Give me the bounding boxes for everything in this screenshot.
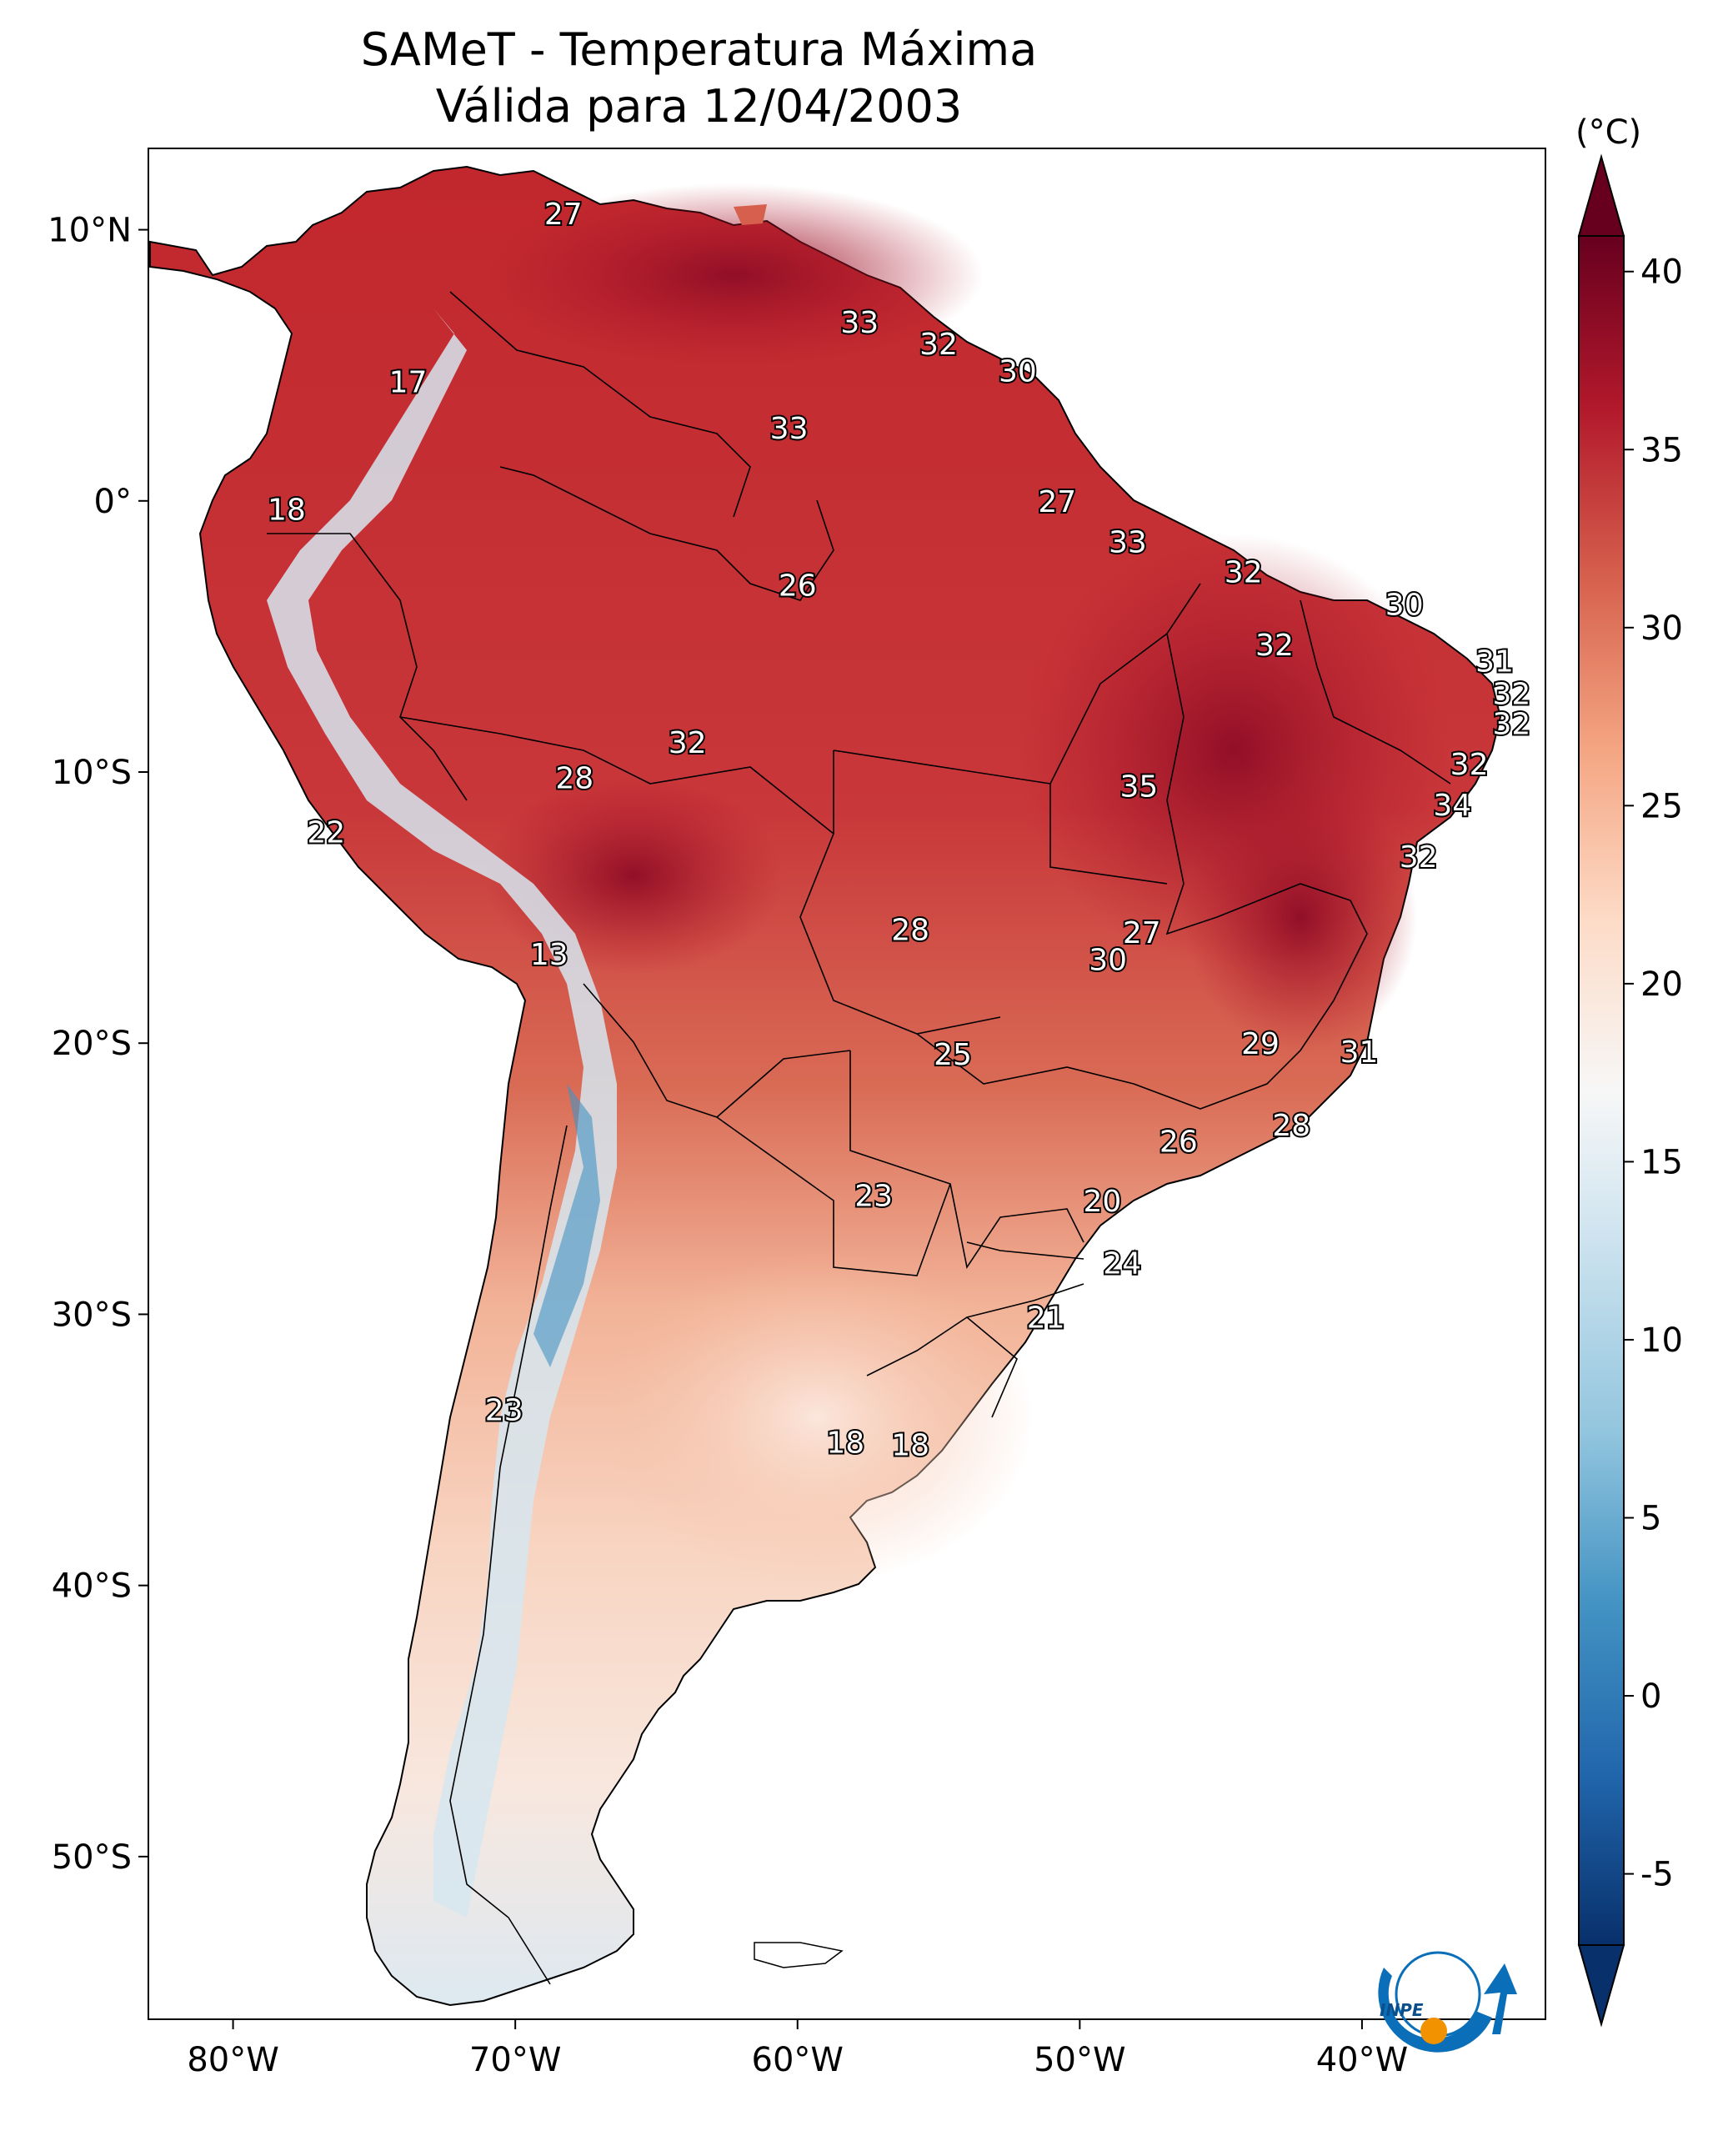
temperature-value-label: 24	[1103, 1247, 1141, 1281]
temperature-value-label: 32	[1255, 629, 1294, 663]
temperature-value-label: 26	[1160, 1125, 1198, 1159]
temperature-value-label: 26	[779, 569, 817, 604]
country-borders	[267, 291, 1451, 1985]
colorbar-tick-label: 25	[1640, 787, 1683, 825]
colorbar-tick-label: 10	[1640, 1321, 1683, 1360]
temperature-value-label: 22	[307, 816, 345, 850]
temperature-value-label: 13	[530, 938, 568, 972]
lon-tick-label: 40°W	[1316, 2041, 1408, 2079]
colorbar-tick-label: 15	[1640, 1143, 1683, 1181]
andes-cool-strip	[267, 308, 617, 1918]
inpe-swoosh	[1378, 1968, 1492, 2053]
temperature-value-label: 30	[999, 355, 1037, 389]
arrow-up-icon	[1484, 1963, 1517, 2034]
lat-tick-label: 0°	[94, 483, 132, 521]
temperature-value-label: 32	[1492, 678, 1530, 712]
colorbar-tick-label: 5	[1640, 1500, 1661, 1538]
colorbar-gradient	[1578, 235, 1625, 1946]
colorbar-unit: (°C)	[1575, 113, 1641, 152]
colorbar-tick-label: -5	[1640, 1856, 1674, 1894]
hot-region-bolivia	[483, 775, 784, 975]
temperature-value-label: 32	[1450, 748, 1489, 782]
lon-tick-label: 50°W	[1034, 2041, 1125, 2079]
temperature-value-label: 30	[1385, 588, 1424, 622]
colorbar-tick-label: 30	[1640, 609, 1683, 648]
temperature-value-label: 28	[1272, 1109, 1310, 1143]
temperature-value-label: 17	[389, 366, 428, 400]
temperature-value-label: 34	[1433, 789, 1471, 823]
lat-tick-label: 10°S	[52, 754, 132, 792]
inpe-logo-text: INPE	[1380, 2000, 1424, 2020]
colorbar-tick-label: 35	[1640, 431, 1683, 469]
temperature-value-label: 28	[555, 762, 594, 796]
temperature-value-label: 28	[891, 914, 929, 948]
lat-tick-label: 10°N	[48, 212, 132, 250]
temperature-value-label: 18	[826, 1426, 864, 1460]
temperature-value-label: 25	[934, 1038, 972, 1072]
longitude-ticks: 80°W 70°W 60°W 50°W 40°W	[187, 2019, 1408, 2079]
map-title: SAMeT - Temperatura Máxima	[360, 23, 1038, 76]
hot-region-venezuela	[483, 183, 984, 367]
lat-tick-label: 20°S	[52, 1025, 132, 1063]
temperature-value-label: 31	[1475, 645, 1514, 679]
temperature-field	[149, 165, 1502, 2007]
temperature-value-label: 27	[544, 198, 583, 232]
temperature-value-label: 33	[770, 412, 809, 446]
colorbar-tick-label: 0	[1640, 1677, 1661, 1716]
temperature-value-label: 20	[1084, 1185, 1122, 1219]
temperature-value-label: 32	[1225, 555, 1263, 589]
temperature-value-label: 33	[1109, 526, 1147, 560]
lon-tick-label: 80°W	[187, 2041, 278, 2079]
temperature-value-label: 23	[854, 1179, 893, 1213]
temperature-value-label: 21	[1027, 1301, 1065, 1336]
temperature-value-label: 33	[840, 306, 879, 340]
latitude-ticks: 10°N 0° 10°S 20°S 30°S 40°S 50°S	[48, 212, 148, 1877]
temperature-value-label: 32	[919, 328, 958, 362]
temperature-value-label: 30	[1089, 943, 1127, 977]
colorbar-lower-extension	[1577, 1944, 1625, 2028]
lat-tick-label: 40°S	[52, 1567, 132, 1606]
lon-tick-label: 60°W	[752, 2041, 844, 2079]
temperature-value-label: 31	[1340, 1035, 1379, 1070]
lon-tick-label: 70°W	[469, 2041, 561, 2079]
temperature-value-label: 29	[1241, 1027, 1280, 1061]
temperature-value-label: 32	[669, 726, 707, 760]
mild-region-pampas	[600, 1251, 1034, 1584]
lat-tick-label: 50°S	[52, 1838, 132, 1877]
temperature-value-label: 27	[1123, 916, 1161, 950]
temperature-value-label: 32	[1492, 707, 1530, 741]
colorbar-upper-extension	[1577, 153, 1625, 237]
caribbean-island	[734, 204, 767, 225]
hot-region-bahia	[1184, 784, 1417, 1050]
colorbar-tick-label: 20	[1640, 965, 1683, 1004]
temperature-value-label: 27	[1038, 485, 1076, 519]
map-subtitle: Válida para 12/04/2003	[435, 80, 963, 133]
falkland-islands	[754, 1942, 844, 1968]
temperature-value-label: 32	[1400, 840, 1438, 875]
temperature-value-label: 35	[1120, 770, 1159, 804]
colorbar: (°C) 40 35 30 25 20 15 10 5 0 -5	[1575, 113, 1683, 2028]
inpe-orange-dot	[1420, 2018, 1447, 2044]
andes-cold-core	[533, 1084, 600, 1367]
lat-tick-label: 30°S	[52, 1296, 132, 1334]
colorbar-ticks: 40 35 30 25 20 15 10 5 0 -5	[1624, 253, 1683, 1894]
temperature-value-label: 18	[268, 494, 306, 528]
colorbar-tick-label: 40	[1640, 253, 1683, 292]
temperature-value-label: 23	[485, 1393, 523, 1427]
inpe-logo: INPE	[1378, 1951, 1517, 2053]
temperature-value-label: 18	[891, 1429, 929, 1463]
